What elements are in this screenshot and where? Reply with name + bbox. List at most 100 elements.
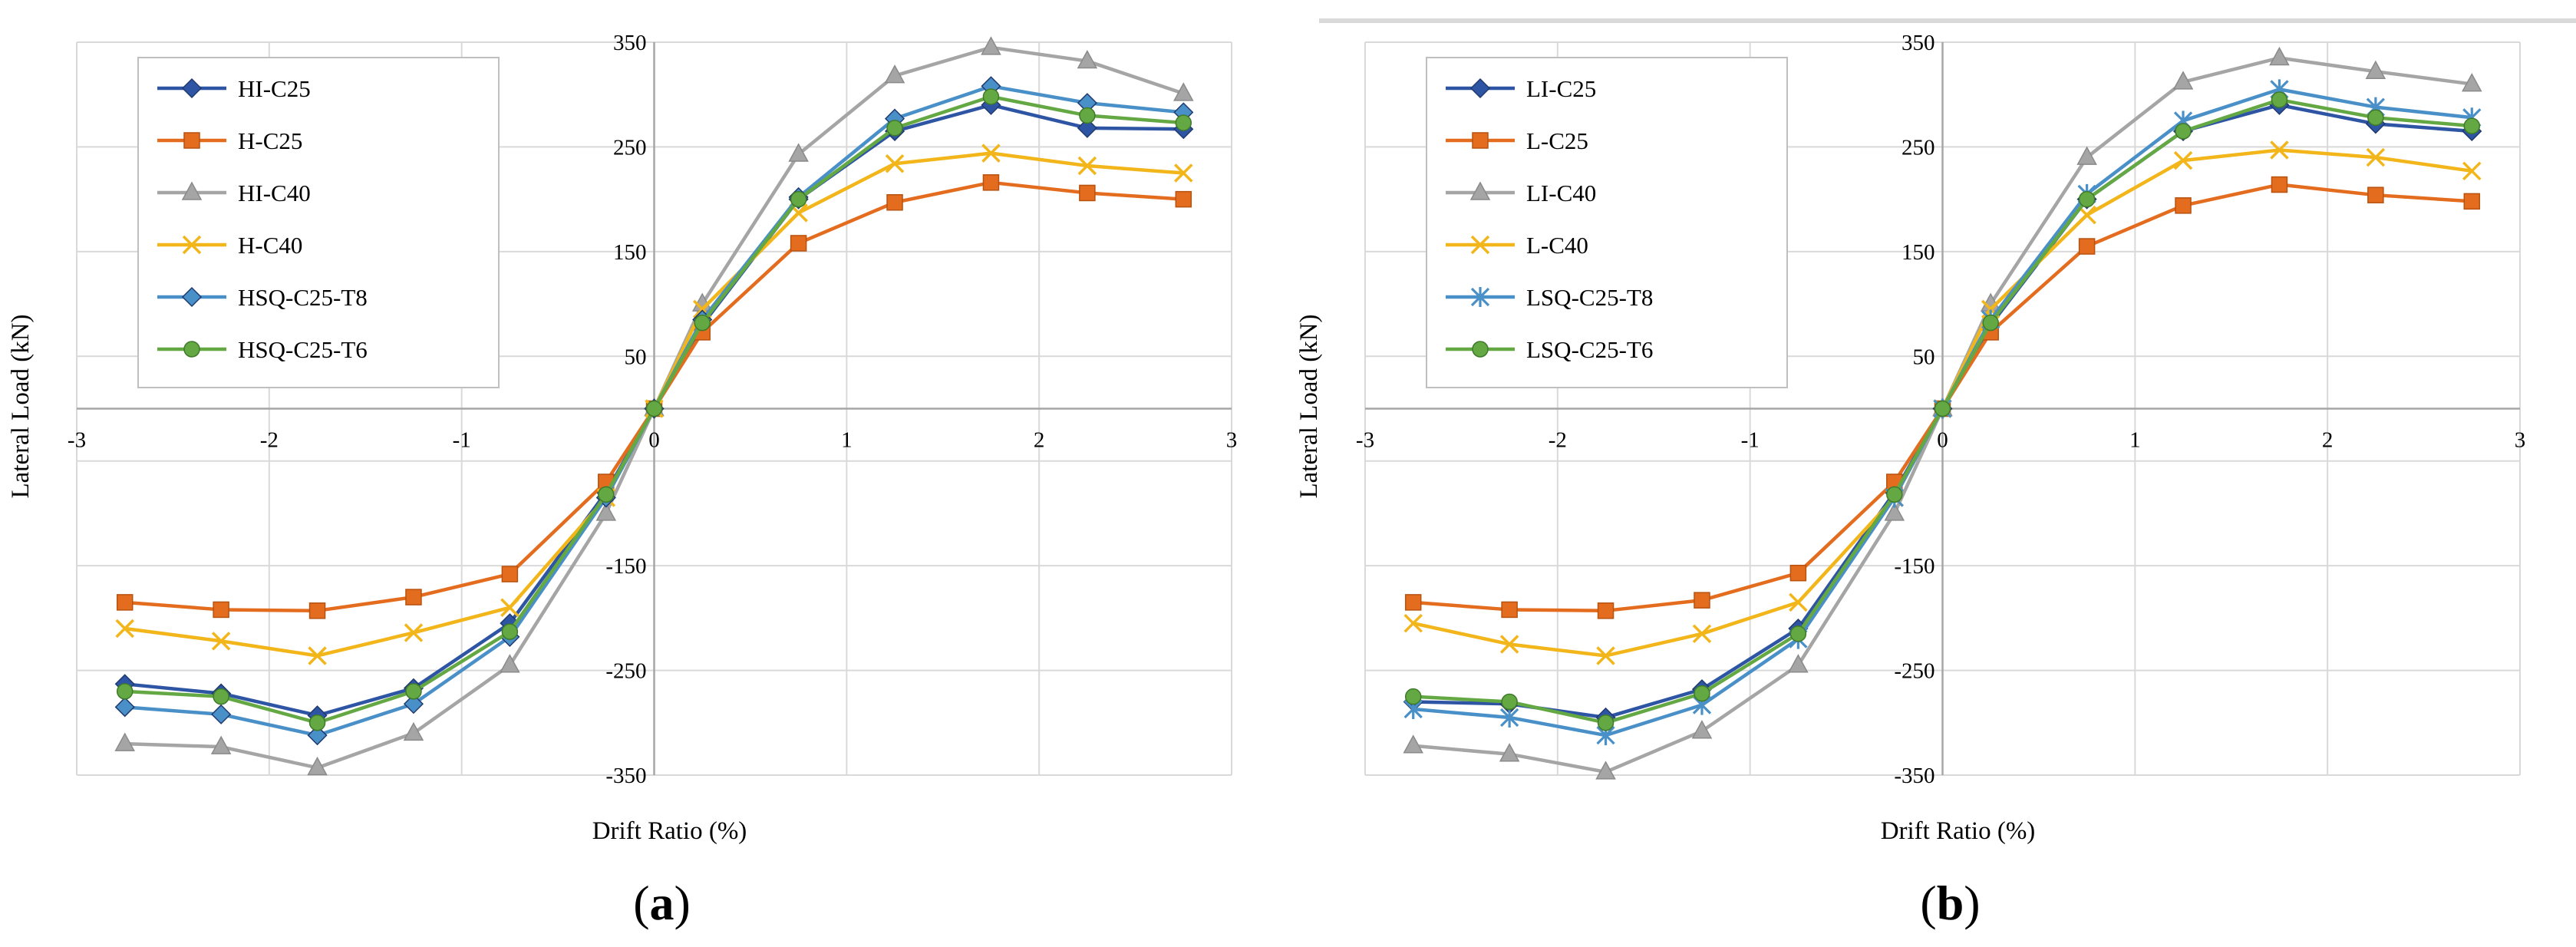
data-point <box>501 566 519 582</box>
data-point <box>1404 594 1422 611</box>
data-point <box>2367 186 2384 203</box>
series-LSQ-C25-T6 <box>1404 91 2481 731</box>
data-point <box>1403 734 1423 754</box>
data-point <box>2462 73 2482 92</box>
data-point <box>116 683 134 700</box>
data-point <box>790 190 807 208</box>
legend-label: L-C40 <box>1526 232 1588 259</box>
legend-item: HSQ-C25-T8 <box>157 284 368 311</box>
x-tick-label: 1 <box>2129 428 2141 453</box>
data-point <box>598 486 615 503</box>
data-point <box>981 144 1001 163</box>
x-tick-label: 2 <box>1034 428 1045 453</box>
data-point <box>500 654 520 673</box>
data-point <box>1079 184 1096 202</box>
data-point <box>1597 714 1615 731</box>
data-point <box>1982 314 1999 332</box>
legend-item: H-C40 <box>157 232 302 259</box>
legend: HI-C25 H-C25 HI-C40 H-C40 HSQ-C25-T8 HSQ-C25-… <box>137 57 500 388</box>
legend-marker <box>183 132 200 149</box>
data-point <box>1499 635 1519 654</box>
legend-label: HSQ-C25-T6 <box>238 336 368 363</box>
data-point <box>2076 146 2097 165</box>
chart-a-svg: -3 -2 -1 0 1 2 3-350-250-15050150250350HI-C25H… <box>7 31 1238 930</box>
data-point <box>1884 502 1905 521</box>
data-point <box>1079 107 1096 124</box>
legend-item: HSQ-C25-T6 <box>157 336 368 363</box>
y-tick-label: 350 <box>613 31 647 55</box>
data-point <box>2367 109 2384 126</box>
x-tick-label: 0 <box>648 428 660 453</box>
data-point <box>1595 761 1616 780</box>
data-point <box>213 601 229 619</box>
legend-label: LI-C40 <box>1526 180 1596 206</box>
chart-panel-b: -3 -2 -1 0 1 2 3 -350 -250 -150 50 150 250 350 LI-C25 L… <box>1288 0 2576 947</box>
data-point <box>1501 601 1518 619</box>
data-point <box>1499 743 1520 762</box>
y-axis-title: Lateral Load (kN) <box>7 314 35 498</box>
legend-box <box>137 57 500 388</box>
legend-label: LI-C25 <box>1526 75 1596 102</box>
data-point <box>2172 71 2194 90</box>
data-point <box>1077 49 1098 69</box>
legend-label: L-C25 <box>1526 127 1588 154</box>
data-point <box>2271 176 2288 193</box>
data-point <box>1694 685 1710 702</box>
data-point <box>308 602 326 619</box>
data-point <box>307 756 328 776</box>
legend-marker <box>1472 132 1489 149</box>
y-tick-label: 150 <box>1901 240 1935 265</box>
y-tick-label: 50 <box>1913 345 1935 369</box>
x-tick-label: -1 <box>453 428 471 453</box>
y-tick-label: -350 <box>1894 764 1934 788</box>
x-tick-label: -2 <box>260 428 279 453</box>
data-point <box>982 88 1000 105</box>
data-point <box>1175 190 1192 208</box>
data-point <box>645 400 663 417</box>
x-tick-label: 3 <box>1226 428 1238 453</box>
x-tick-label: 0 <box>1937 428 1948 453</box>
chart-panel-a: -3 -2 -1 0 1 2 3 -350 -250 -150 50 150 250 350 HI-C25 H… <box>7 31 1238 930</box>
data-point <box>2366 147 2386 167</box>
legend-box <box>1426 57 1788 388</box>
data-point <box>211 704 232 724</box>
data-point <box>1788 654 1809 673</box>
legend: LI-C25 L-C25 LI-C40 L-C40 LSQ-C25-T8 LSQ-C25-… <box>1426 57 1788 388</box>
legend-marker <box>181 286 203 308</box>
data-point <box>1789 625 1807 642</box>
data-point <box>114 732 135 751</box>
legend-label: H-C40 <box>238 232 302 259</box>
data-point <box>1501 693 1518 711</box>
data-point <box>114 697 135 718</box>
data-point <box>2271 91 2288 108</box>
panel-label-part: b <box>1937 876 1964 930</box>
x-axis-title: Drift Ratio (%) <box>592 817 747 845</box>
legend-marker <box>1469 78 1491 99</box>
legend-item: LI-C25 <box>1446 75 1596 102</box>
data-point <box>1173 82 1194 101</box>
data-point <box>1789 564 1807 582</box>
data-point <box>1077 156 1097 176</box>
legend-marker <box>182 235 202 255</box>
data-point <box>2078 238 2096 255</box>
x-tick-label: 1 <box>841 428 853 453</box>
x-tick-label: 3 <box>2515 428 2526 453</box>
data-point <box>405 589 422 605</box>
data-point <box>308 714 326 731</box>
data-point <box>1694 592 1710 609</box>
x-tick-label: -2 <box>1549 428 1567 453</box>
data-point <box>115 619 134 638</box>
data-point <box>1499 707 1519 728</box>
legend-item: LSQ-C25-T6 <box>1446 336 1653 363</box>
chart-b-svg: -3 -2 -1 0 1 2 3-350-250-15050150250350LI-C25L… <box>1295 18 2576 930</box>
x-tick-label: 2 <box>2322 428 2334 453</box>
legend-item: H-C25 <box>157 127 302 154</box>
data-point <box>886 120 903 137</box>
legend-marker <box>181 181 203 200</box>
legend-label: LSQ-C25-T8 <box>1526 284 1653 311</box>
y-tick-label: -250 <box>1894 659 1934 684</box>
data-point <box>1691 720 1713 739</box>
data-point <box>308 646 327 665</box>
y-tick-label: 250 <box>1901 135 1935 160</box>
